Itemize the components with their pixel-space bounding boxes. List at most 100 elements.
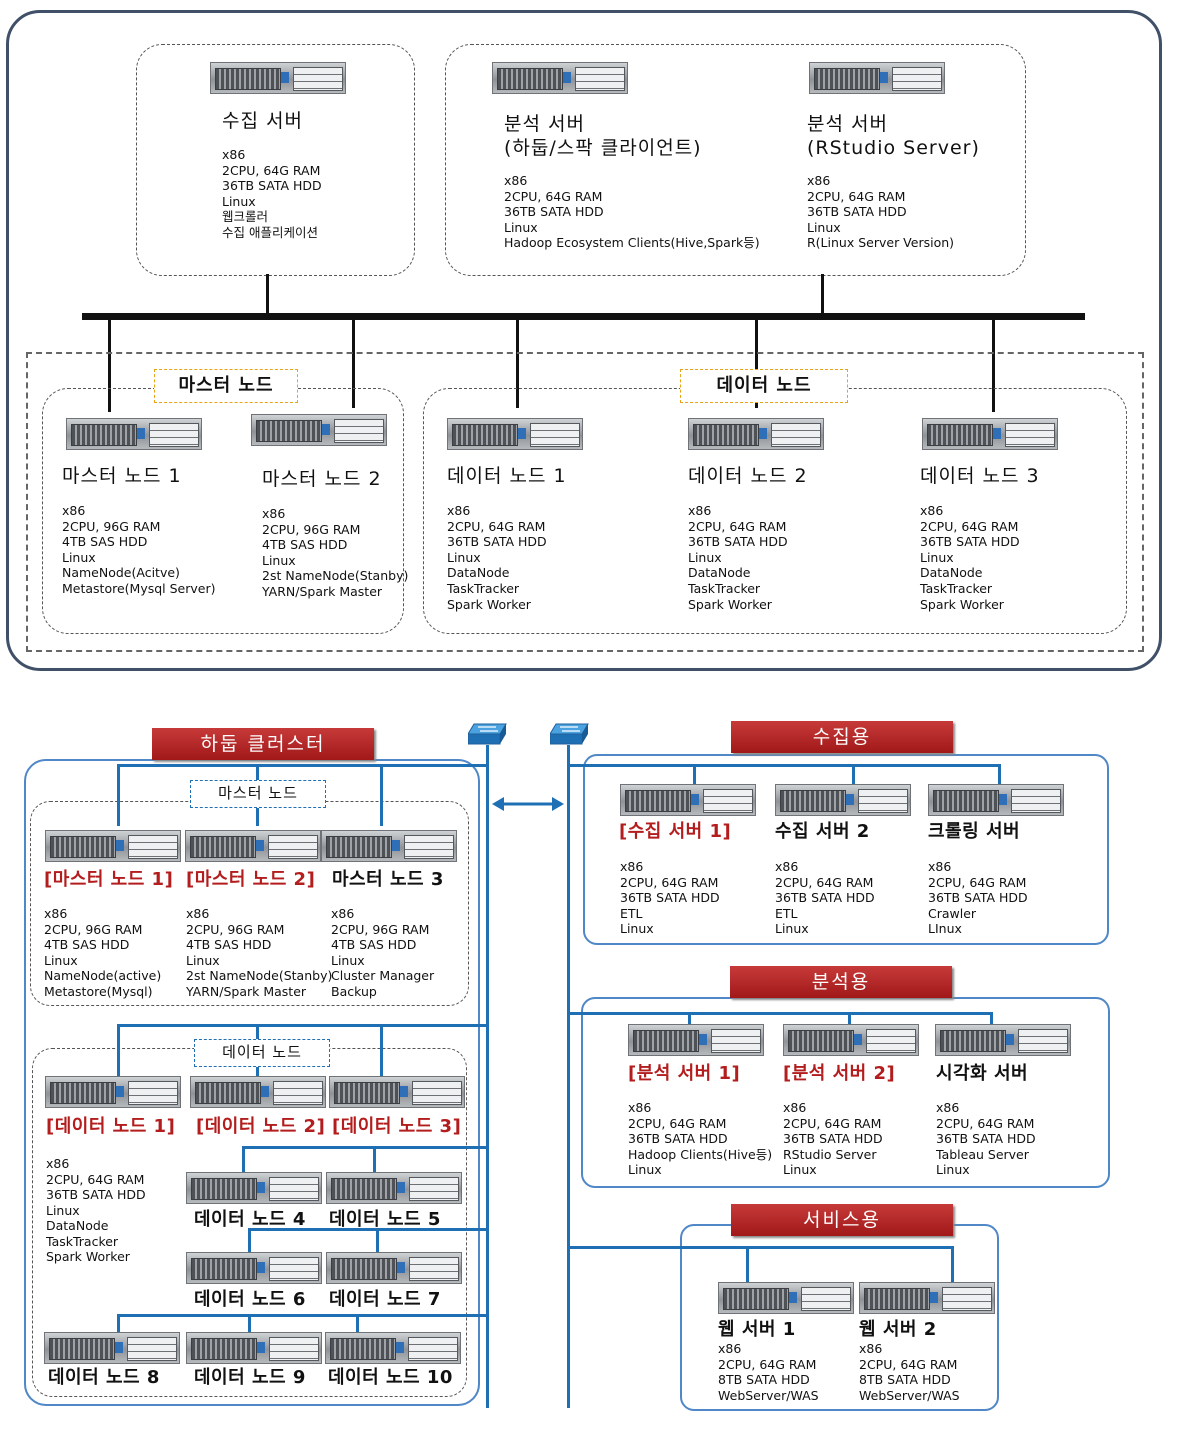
rack-server-icon bbox=[922, 418, 1058, 450]
rack-server-icon bbox=[186, 1252, 322, 1284]
analysis-server-box bbox=[445, 44, 1026, 276]
master-node-1-title: [마스터 노드 1] bbox=[44, 869, 174, 890]
rack-server-icon bbox=[326, 1172, 462, 1204]
bidirectional-arrow-icon bbox=[492, 797, 564, 811]
rack-server-icon bbox=[186, 1172, 322, 1204]
rack-server-icon bbox=[775, 784, 911, 816]
data-node-3-title: [데이터 노드 3] bbox=[332, 1116, 462, 1137]
web-server-1-title: 웹 서버 1 bbox=[718, 1319, 796, 1340]
link-line bbox=[352, 318, 355, 408]
service-banner: 서비스용 bbox=[731, 1204, 953, 1236]
analysis-server-1-title: 분석 서버 (하둡/스팍 클라이언트) bbox=[504, 113, 702, 159]
network-line bbox=[248, 1228, 489, 1231]
rack-server-icon bbox=[186, 1332, 322, 1364]
rack-server-icon bbox=[859, 1282, 995, 1314]
collect-group-frame bbox=[583, 754, 1109, 945]
link-line bbox=[755, 318, 758, 408]
network-line bbox=[117, 764, 120, 826]
data-node-label: 데이터 노드 bbox=[194, 1039, 330, 1067]
network-line bbox=[852, 764, 855, 790]
master-node-3-title: 마스터 노드 3 bbox=[332, 869, 444, 890]
rack-server-icon bbox=[620, 784, 756, 816]
cluster-box bbox=[26, 352, 1144, 652]
data-node-7-title: 데이터 노드 7 bbox=[329, 1289, 441, 1310]
master-group-label: 마스터 노드 bbox=[154, 369, 298, 403]
network-line bbox=[380, 1024, 383, 1082]
network-line bbox=[117, 1314, 489, 1317]
master-node-label: 마스터 노드 bbox=[190, 780, 326, 808]
data-node-2-title: 데이터 노드 2 bbox=[688, 465, 808, 487]
network-line bbox=[951, 1246, 954, 1286]
rack-server-icon bbox=[935, 1024, 1071, 1056]
rack-server-icon bbox=[783, 1024, 919, 1056]
network-backbone bbox=[82, 313, 1085, 320]
collect-server-2-specs: x86 2CPU, 64G RAM 36TB SATA HDD ETL Linu… bbox=[775, 859, 875, 936]
network-line bbox=[248, 1228, 251, 1254]
network-line bbox=[998, 764, 1001, 790]
master-node-2-specs: x86 2CPU, 96G RAM 4TB SAS HDD Linux 2st … bbox=[262, 506, 409, 599]
link-line bbox=[516, 318, 519, 408]
rack-server-icon bbox=[329, 1076, 465, 1108]
rack-server-icon bbox=[809, 62, 945, 94]
network-line bbox=[746, 1246, 749, 1286]
analysis-banner: 분석용 bbox=[730, 966, 952, 998]
data-node-6-title: 데이터 노드 6 bbox=[194, 1289, 306, 1310]
rack-server-icon bbox=[190, 1076, 326, 1108]
collect-server-1-title: [수집 서버 1] bbox=[619, 821, 732, 842]
data-group-label: 데이터 노드 bbox=[680, 369, 848, 403]
network-line bbox=[567, 764, 1001, 767]
network-line bbox=[117, 764, 489, 767]
master-node-2-title: [마스터 노드 2] bbox=[186, 869, 316, 890]
data-node-5-title: 데이터 노드 5 bbox=[329, 1209, 441, 1230]
collect-server-box bbox=[136, 44, 415, 276]
rack-server-icon bbox=[210, 62, 346, 94]
hadoop-cluster-banner: 하둡 클러스터 bbox=[152, 728, 374, 760]
rack-server-icon bbox=[45, 830, 181, 862]
rack-server-icon bbox=[44, 1332, 180, 1364]
analysis-server-1-title: [분석 서버 1] bbox=[628, 1063, 741, 1084]
web-server-2-title: 웹 서버 2 bbox=[859, 1319, 937, 1340]
data-node-2-title: [데이터 노드 2] bbox=[196, 1116, 326, 1137]
analysis-server-1-specs: x86 2CPU, 64G RAM 36TB SATA HDD Linux Ha… bbox=[504, 173, 760, 251]
network-line bbox=[693, 764, 696, 790]
master-node-2-specs: x86 2CPU, 96G RAM 4TB SAS HDD Linux 2st … bbox=[186, 906, 333, 999]
visualization-server-specs: x86 2CPU, 64G RAM 36TB SATA HDD Tableau … bbox=[936, 1100, 1036, 1177]
analysis-server-1-specs: x86 2CPU, 64G RAM 36TB SATA HDD Hadoop C… bbox=[628, 1100, 773, 1177]
network-line bbox=[567, 1246, 954, 1249]
network-line bbox=[356, 1314, 359, 1334]
network-line bbox=[567, 1012, 993, 1015]
visualization-server-title: 시각화 서버 bbox=[936, 1063, 1029, 1084]
link-line bbox=[821, 274, 824, 319]
rack-server-icon bbox=[45, 1076, 181, 1108]
network-line bbox=[117, 1024, 489, 1027]
analysis-server-2-title: [분석 서버 2] bbox=[783, 1063, 896, 1084]
master-node-1-specs: x86 2CPU, 96G RAM 4TB SAS HDD Linux Name… bbox=[62, 503, 216, 596]
rack-server-icon bbox=[688, 418, 824, 450]
collect-server-2-title: 수집 서버 2 bbox=[775, 821, 870, 842]
network-line bbox=[117, 1314, 120, 1334]
network-line bbox=[242, 1146, 489, 1149]
master-node-3-specs: x86 2CPU, 96G RAM 4TB SAS HDD Linux Clus… bbox=[331, 906, 435, 999]
rack-server-icon bbox=[326, 1252, 462, 1284]
analysis-group-frame bbox=[581, 997, 1110, 1188]
network-line bbox=[567, 745, 570, 1408]
data-node-9-title: 데이터 노드 9 bbox=[194, 1367, 306, 1388]
master-node-1-title: 마스터 노드 1 bbox=[62, 465, 182, 487]
web-server-1-specs: x86 2CPU, 64G RAM 8TB SATA HDD WebServer… bbox=[718, 1341, 819, 1403]
rack-server-icon bbox=[251, 414, 387, 446]
data-node-1-specs: x86 2CPU, 64G RAM 36TB SATA HDD Linux Da… bbox=[447, 503, 547, 612]
network-line bbox=[486, 745, 489, 1408]
rack-server-icon bbox=[492, 62, 628, 94]
master-node-1-specs: x86 2CPU, 96G RAM 4TB SAS HDD Linux Name… bbox=[44, 906, 162, 999]
rack-server-icon bbox=[185, 830, 321, 862]
network-line bbox=[242, 1146, 245, 1174]
data-node-1-title: [데이터 노드 1] bbox=[46, 1116, 176, 1137]
link-line bbox=[266, 274, 269, 314]
data-node-1-title: 데이터 노드 1 bbox=[447, 465, 567, 487]
collect-server-specs: x86 2CPU, 64G RAM 36TB SATA HDD Linux 웹크… bbox=[222, 147, 322, 240]
master-node-2-title: 마스터 노드 2 bbox=[262, 468, 382, 490]
link-line bbox=[108, 318, 111, 412]
top-diagram-frame bbox=[6, 10, 1162, 671]
rack-server-icon bbox=[928, 784, 1064, 816]
link-line bbox=[992, 318, 995, 412]
